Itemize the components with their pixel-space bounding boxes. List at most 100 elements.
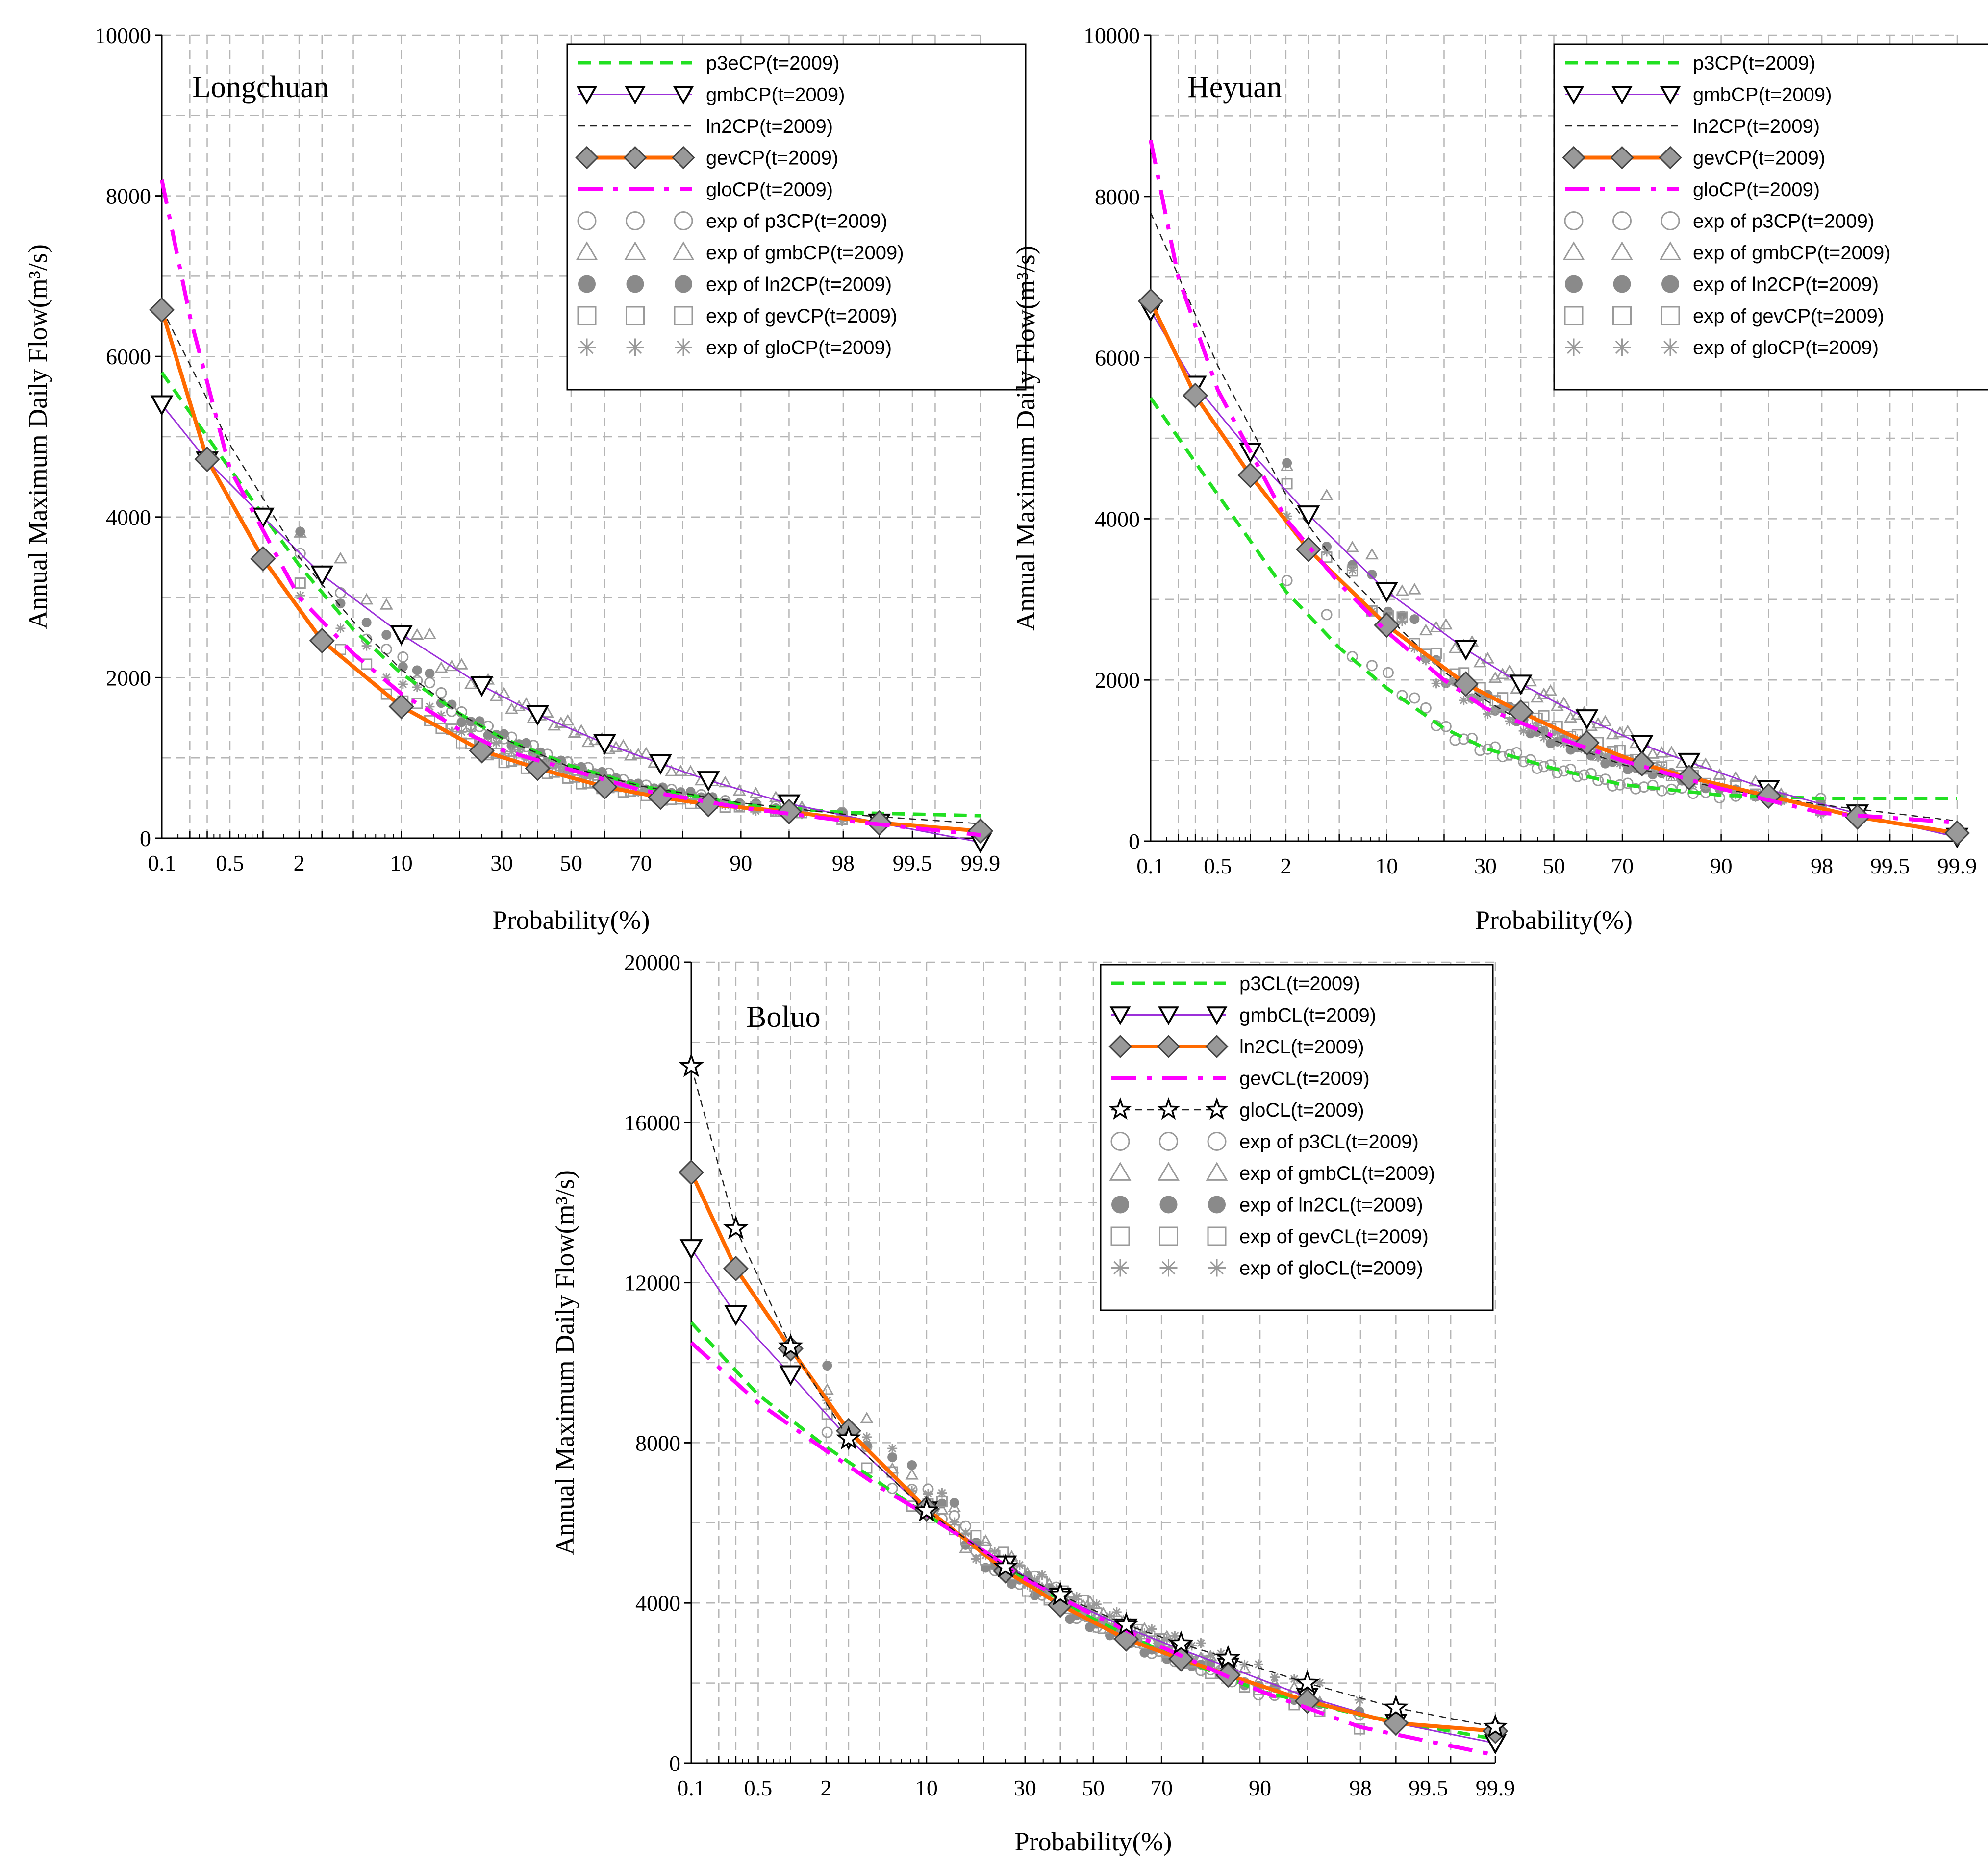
empirical-point xyxy=(1538,710,1550,722)
empirical-point xyxy=(1592,774,1604,786)
legend-marker xyxy=(625,86,646,105)
y-tick-label: 2000 xyxy=(106,665,151,690)
legend-marker xyxy=(1564,211,1584,230)
series-line xyxy=(161,308,981,824)
x-tick-label: 2 xyxy=(1280,853,1291,878)
legend-marker xyxy=(576,241,598,260)
x-tick-label: 10 xyxy=(1375,853,1398,878)
legend-marker xyxy=(1108,1035,1132,1058)
x-tick-label: 30 xyxy=(1014,1775,1036,1800)
x-tick-label: 50 xyxy=(1543,853,1565,878)
data-point xyxy=(776,798,802,825)
empirical-point xyxy=(1439,618,1453,630)
empirical-point xyxy=(295,526,305,537)
empirical-point xyxy=(335,598,346,609)
x-tick-label: 0.5 xyxy=(1204,853,1232,878)
data-point xyxy=(836,1425,861,1450)
chart-title: Longchuan xyxy=(192,71,329,104)
empirical-point xyxy=(1269,1672,1280,1682)
legend-label: exp of gmbCL(t=2009) xyxy=(1239,1163,1435,1184)
x-tick-label: 10 xyxy=(390,850,413,875)
legend-marker xyxy=(673,86,694,105)
empirical-point xyxy=(1448,642,1462,653)
empirical-point xyxy=(1431,678,1441,689)
empirical-point xyxy=(1397,616,1407,626)
empirical-point xyxy=(1544,684,1558,696)
legend-label: exp of ln2CL(t=2009) xyxy=(1239,1195,1423,1216)
empirical-point xyxy=(1545,759,1557,771)
empirical-point xyxy=(360,593,374,605)
x-tick-label: 30 xyxy=(490,850,513,875)
legend-marker xyxy=(1562,146,1585,170)
data-point xyxy=(150,395,174,416)
y-tick-label: 10000 xyxy=(95,23,151,48)
y-tick-label: 6000 xyxy=(106,344,151,369)
legend-marker xyxy=(1206,1162,1228,1181)
empirical-point xyxy=(1282,458,1292,468)
legend-label: gloCP(t=2009) xyxy=(1693,179,1820,200)
legend-label: gevCP(t=2009) xyxy=(1693,148,1825,169)
legend-marker xyxy=(1109,1162,1132,1181)
data-point xyxy=(310,565,334,586)
data-point xyxy=(723,1255,749,1282)
legend-marker xyxy=(1111,1196,1129,1214)
empirical-points xyxy=(820,1360,1366,1735)
legend-marker xyxy=(1612,306,1632,325)
empirical-point xyxy=(1420,702,1432,714)
empirical-point xyxy=(861,1432,872,1442)
x-tick-label: 98 xyxy=(1349,1775,1372,1800)
data-point xyxy=(470,676,494,697)
series-glocp-t-2009- xyxy=(1149,139,1958,825)
legend-marker xyxy=(1108,1097,1132,1120)
y-tick-label: 8000 xyxy=(1095,184,1140,209)
legend-marker xyxy=(1208,1259,1226,1277)
y-tick-label: 20000 xyxy=(624,950,680,975)
data-point xyxy=(1183,382,1208,408)
empirical-point xyxy=(380,643,392,655)
legend-marker xyxy=(626,338,644,356)
empirical-point xyxy=(1037,1570,1047,1580)
legend-marker xyxy=(1158,1006,1179,1025)
legend-marker xyxy=(674,211,693,230)
legend-marker xyxy=(1611,86,1633,105)
data-point xyxy=(993,1553,1018,1578)
empirical-point xyxy=(434,661,448,673)
data-point xyxy=(1295,536,1322,562)
data-point xyxy=(525,755,551,781)
legend-marker xyxy=(1565,338,1583,356)
empirical-point xyxy=(1322,547,1332,557)
legend-marker xyxy=(1159,1259,1178,1277)
legend-marker xyxy=(1157,1035,1181,1058)
empirical-point xyxy=(1578,769,1590,781)
empirical-point xyxy=(674,764,688,776)
chart-panel-heyuan: 0 2000 4000 6000 8000 10000 0.1 0.5 2 10 30 50 70 90 9… xyxy=(1011,23,1988,935)
legend-label: p3CL(t=2009) xyxy=(1239,973,1360,995)
x-tick-label: 2 xyxy=(294,850,305,875)
legend-label: exp of gloCP(t=2009) xyxy=(1693,337,1879,359)
x-tick-label: 0.5 xyxy=(216,850,244,875)
legend-marker xyxy=(675,338,692,356)
legend-marker xyxy=(1205,1035,1229,1058)
series-line xyxy=(1150,212,1958,822)
empirical-point xyxy=(1321,609,1333,621)
empirical-point xyxy=(821,1408,833,1420)
empirical-point xyxy=(1664,746,1679,757)
series-ln2cp-t-2009- xyxy=(161,308,981,824)
empirical-point xyxy=(1007,1579,1017,1589)
x-tick-label: 50 xyxy=(560,850,582,875)
legend-marker xyxy=(1207,1226,1227,1246)
x-tick-label: 99.9 xyxy=(961,850,1001,875)
x-tick-label: 0.1 xyxy=(677,1775,705,1800)
legend-marker xyxy=(1562,241,1585,260)
legend-marker xyxy=(672,146,695,170)
empirical-point xyxy=(624,749,638,761)
empirical-point xyxy=(1281,478,1293,490)
empirical-point xyxy=(1382,667,1394,678)
chart-panel-longchuan: 0 2000 4000 6000 8000 10000 0.1 0.5 2 10 30 50 70 90 9… xyxy=(23,23,1027,935)
empirical-point xyxy=(1345,540,1359,552)
empirical-point xyxy=(1429,621,1443,632)
empirical-point xyxy=(412,682,422,693)
empirical-point xyxy=(521,738,531,748)
empirical-point xyxy=(1525,754,1536,766)
legend-marker xyxy=(1659,146,1682,170)
